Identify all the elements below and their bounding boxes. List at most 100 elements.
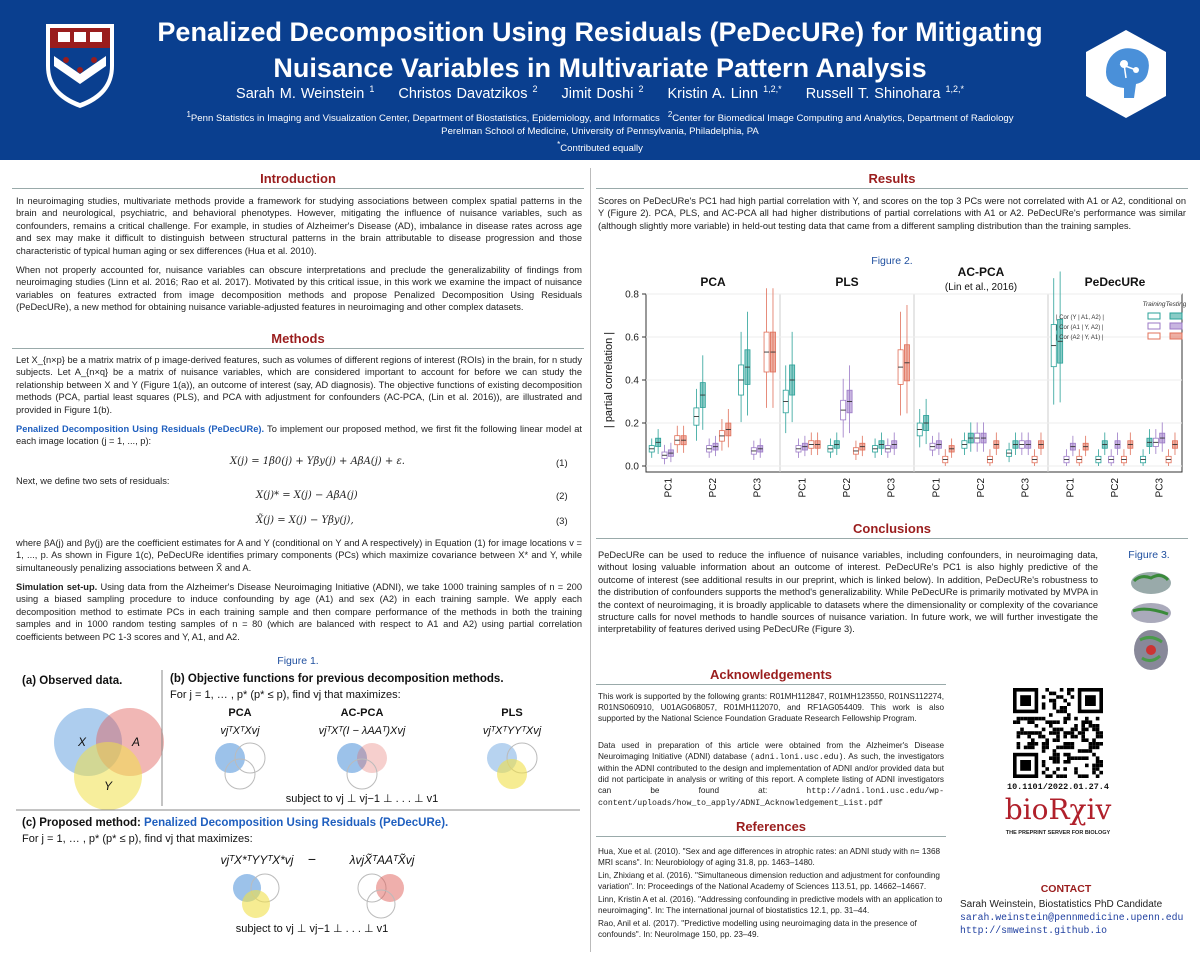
- venn-label-x: X: [77, 735, 87, 749]
- biorxiv-tagline: THE PREPRINT SERVER FOR BIOLOGY: [1005, 830, 1111, 836]
- x-tick-label: PC3: [1021, 478, 1032, 498]
- figure-1-caption: Figure 1.: [277, 655, 319, 667]
- methods-rule: [12, 348, 584, 349]
- venn-label-a: A: [131, 735, 140, 749]
- affiliation-school: Perelman School of Medicine, University …: [441, 126, 759, 138]
- fig1-panel-a-label: (a) Observed data.: [22, 675, 122, 687]
- author-name: Christos Davatzikos: [398, 85, 528, 102]
- introduction-title: Introduction: [260, 171, 336, 186]
- conclusions-title: Conclusions: [852, 521, 931, 536]
- methods-paragraph-2: Penalized Decomposition Using Residuals …: [16, 423, 582, 448]
- reference-item: Rao, Anil et al. (2017). "Predictive mod…: [598, 919, 917, 939]
- author-1: Sarah M. Weinstein 1: [236, 84, 375, 102]
- fig1-pca-venn: [215, 742, 266, 790]
- y-axis-label: | partial correlation |: [603, 332, 615, 428]
- methods-paragraph-5: Simulation set-up. Using data from the A…: [16, 581, 582, 643]
- fig1-c-venn-left: [233, 873, 280, 918]
- fig1-b-constraint: subject to vj ⊥ vj−1 ⊥ . . . ⊥ v1: [286, 793, 439, 805]
- acknowledgements-paragraph-1: This work is supported by the following …: [598, 692, 944, 723]
- results-paragraph: Scores on PeDecURe's PC1 had high partia…: [598, 196, 1186, 231]
- x-tick-label: PC3: [887, 478, 898, 498]
- fig1-c-equation-2: λvjX̃ᵀAAᵀX̃vj: [349, 852, 415, 867]
- equal-contribution-note: Contributed equally: [560, 143, 643, 155]
- conclusions-rule: [596, 538, 1188, 539]
- equation-1-number: (1): [556, 458, 568, 469]
- author-name: Jimit Doshi: [561, 85, 634, 102]
- intro-paragraph-2: When not properly accounted for, nuisanc…: [16, 265, 582, 313]
- panel-title-pca: PCA: [700, 275, 726, 289]
- affiliations: 1Penn Statistics in Imaging and Visualiz…: [150, 108, 1050, 155]
- contact-website[interactable]: http://smweinst.github.io: [960, 925, 1107, 936]
- y-tick-label: 0.6: [625, 333, 639, 344]
- title-line-2: Nuisance Variables in Multivariate Patte…: [273, 53, 927, 83]
- fig1-c-equation-1: vjᵀX*ᵀYYᵀX*vj: [221, 853, 294, 867]
- author-name: Kristin A. Linn: [667, 85, 759, 102]
- introduction-rule: [12, 188, 584, 189]
- x-tick-label: PC3: [1155, 478, 1166, 498]
- adni-link[interactable]: (adni.loni.usc.edu): [750, 753, 844, 762]
- fig1-panel-c-label: (c) Proposed method:: [22, 817, 144, 829]
- author-affiliation-sup: 1: [369, 84, 375, 94]
- ack-data-text: Data used in preparation of this article…: [598, 741, 944, 761]
- fig1-panel-c-method: Penalized Decomposition Using Residuals …: [144, 817, 448, 829]
- legend-entry: | Cor (A1 | Y, A2) |: [1056, 325, 1104, 331]
- qr-code[interactable]: [1013, 688, 1103, 778]
- legend-entry: | Cor (A2 | Y, A1) |: [1056, 335, 1104, 341]
- fig1-panel-b-subtitle: For j = 1, … , p* (p* ≤ p), find vj that…: [170, 689, 401, 701]
- contact-title: CONTACT: [1040, 883, 1092, 895]
- pedecure-intro-text: To implement our proposed method, we fir…: [16, 424, 583, 447]
- y-tick-label: 0.4: [625, 376, 639, 387]
- panel-subtitle: (Lin et al., 2016): [945, 282, 1017, 293]
- fig1-panel-b-label: (b) Objective functions for previous dec…: [170, 673, 504, 685]
- reference-item: Lin, Zhixiang et al. (2016). "Simultaneo…: [598, 871, 940, 891]
- contact-email[interactable]: sarah.weinstein@pennmedicine.upenn.edu: [960, 912, 1184, 923]
- equation-2-number: (2): [556, 491, 568, 502]
- x-tick-label: PC2: [1110, 478, 1121, 498]
- methods-paragraph-1: Let X_{n×p} be a matrix matrix of p imag…: [16, 355, 582, 415]
- reference-item: Linn, Kristin A et al. (2016). "Addressi…: [598, 895, 943, 915]
- biorxiv-logo[interactable]: bioRχiv: [1004, 793, 1112, 826]
- legend-swatch-training: [1147, 312, 1161, 320]
- author-affiliation-sup: 1,2,*: [945, 84, 964, 94]
- x-tick-label: PC1: [931, 478, 942, 498]
- acknowledgements-title: Acknowledgements: [709, 667, 833, 682]
- figure-3-caption: Figure 3.: [1128, 549, 1170, 561]
- affil-sup-star: *: [557, 140, 561, 150]
- conclusions-paragraph: PeDecURe can be used to reduce the influ…: [598, 550, 1098, 635]
- venn-y: [74, 742, 142, 810]
- brain-lab-logo: [1086, 30, 1166, 118]
- legend-swatch-training: [1147, 332, 1161, 340]
- penn-shield-logo: [46, 24, 114, 108]
- doi-text: 10.1101/2022.01.27.4: [1006, 782, 1110, 792]
- y-tick-label: 0.2: [625, 419, 639, 430]
- x-tick-label: PC1: [797, 478, 808, 498]
- acknowledgements-rule: [596, 684, 946, 685]
- ack-data-text-2: . As such, the investigators within the …: [598, 752, 944, 795]
- figure-1: (a) Observed data. X A Y (b) Objective f…: [16, 670, 580, 935]
- poster-title: Penalized Decomposition Using Residuals …: [150, 14, 1050, 86]
- fig1-acpca-title: AC-PCA: [341, 707, 384, 719]
- adni-acknowledgement-link[interactable]: http://adni.loni.usc.edu/wp-content/uplo…: [598, 787, 944, 808]
- author-5: Russell T. Shinohara 1,2,*: [805, 84, 964, 102]
- x-tick-label: PC1: [1065, 478, 1076, 498]
- author-name: Russell T. Shinohara: [805, 85, 941, 102]
- figure-2-caption: Figure 2.: [871, 255, 913, 267]
- legend-swatch-testing: [1169, 322, 1183, 330]
- fig1-pls-venn: [487, 742, 538, 789]
- affiliation-2: Center for Biomedical Image Computing an…: [672, 113, 1014, 125]
- author-4: Kristin A. Linn 1,2,*: [667, 84, 781, 102]
- results-rule: [596, 188, 1188, 189]
- fig1-c-constraint: subject to vj ⊥ vj−1 ⊥ . . . ⊥ v1: [236, 923, 389, 935]
- legend-col-testing: Testing: [1166, 301, 1186, 308]
- affiliation-1: Penn Statistics in Imaging and Visualiza…: [190, 113, 660, 125]
- simulation-text: Using data from the Alzheimer's Disease …: [16, 582, 582, 642]
- author-affiliation-sup: 2: [532, 84, 538, 94]
- acknowledgements-paragraph-2: Data used in preparation of this article…: [598, 740, 944, 809]
- x-tick-label: PC2: [708, 478, 719, 498]
- x-tick-label: PC3: [753, 478, 764, 498]
- contact-name: Sarah Weinstein, Biostatistics PhD Candi…: [960, 899, 1163, 910]
- legend-swatch-training: [1147, 322, 1161, 330]
- simulation-heading: Simulation set-up.: [16, 582, 98, 592]
- methods-paragraph-3: Next, we define two sets of residuals:: [16, 476, 170, 486]
- pedecure-heading: Penalized Decomposition Using Residuals …: [16, 424, 265, 434]
